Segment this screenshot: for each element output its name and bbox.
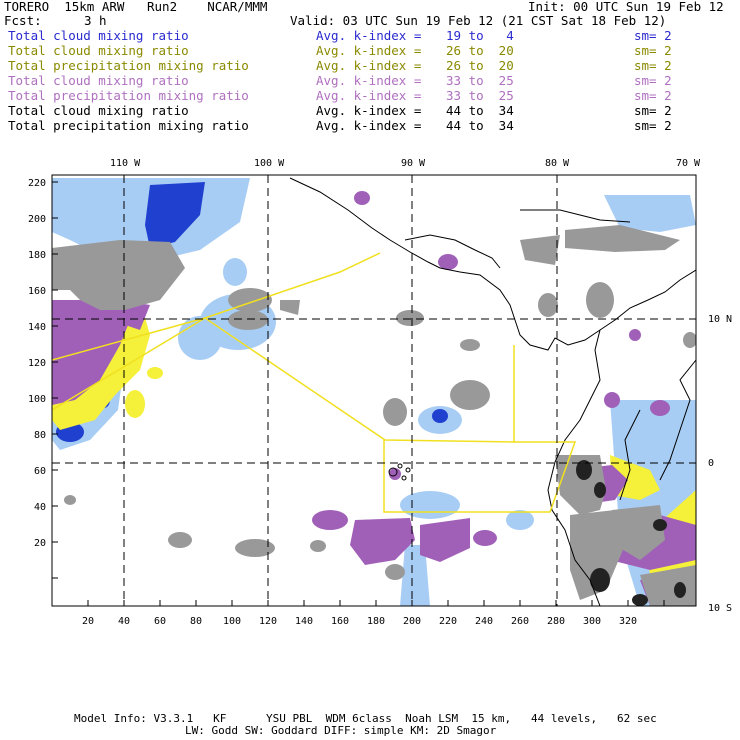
map-fields bbox=[52, 177, 696, 606]
x-tick-label: 320 bbox=[619, 616, 637, 627]
legend-row: Total precipitation mixing ratio Avg. k-… bbox=[0, 119, 740, 133]
forecast-label: Fcst: bbox=[4, 13, 42, 28]
legend-field: Total cloud mixing ratio bbox=[8, 28, 189, 43]
coastline bbox=[289, 177, 696, 606]
legend-sm: sm= 2 bbox=[634, 103, 672, 118]
legend-range: 33 to 25 bbox=[446, 73, 514, 88]
y-tick-label: 160 bbox=[28, 286, 46, 297]
x-tick-label: 180 bbox=[367, 616, 385, 627]
x-tick-label: 220 bbox=[439, 616, 457, 627]
legend-field: Total cloud mixing ratio bbox=[8, 103, 189, 118]
legend-index: Avg. k-index = bbox=[316, 103, 422, 118]
legend-range: 26 to 20 bbox=[446, 43, 514, 58]
header-title: TORERO 15km ARW Run2 NCAR/MMM bbox=[4, 0, 268, 14]
black-core-field bbox=[576, 460, 686, 606]
lat-label: 0 bbox=[708, 458, 714, 469]
lat-label: 10 S bbox=[708, 603, 732, 614]
x-tick-label: 100 bbox=[223, 616, 241, 627]
legend-range: 26 to 20 bbox=[446, 58, 514, 73]
legend-field: Total precipitation mixing ratio bbox=[8, 58, 249, 73]
y-tick-label: 140 bbox=[28, 322, 46, 333]
y-tick-label: 80 bbox=[34, 430, 46, 441]
legend-index: Avg. k-index = bbox=[316, 28, 422, 43]
lon-label: 70 W bbox=[676, 158, 701, 169]
lon-labels: 110 W 100 W 90 W 80 W 70 W bbox=[110, 158, 701, 169]
legend-field: Total cloud mixing ratio bbox=[8, 43, 189, 58]
legend-range: 44 to 34 bbox=[446, 103, 514, 118]
legend-field: Total precipitation mixing ratio bbox=[8, 118, 249, 133]
x-tick-label: 40 bbox=[118, 616, 130, 627]
y-tick-label: 40 bbox=[34, 502, 46, 513]
legend-field: Total cloud mixing ratio bbox=[8, 73, 189, 88]
init-time: Init: 00 UTC Sun 19 Feb 12 bbox=[528, 0, 724, 14]
x-tick-labels: 20 40 60 80 100 120 140 160 180 200 220 … bbox=[82, 616, 637, 627]
legend-row: Total cloud mixing ratio Avg. k-index = … bbox=[0, 74, 740, 88]
galapagos-islands bbox=[388, 463, 411, 481]
y-tick-labels: 220 200 180 160 140 120 100 80 60 40 20 bbox=[28, 178, 46, 549]
legend-sm: sm= 2 bbox=[634, 28, 672, 43]
legend-row: Total cloud mixing ratio Avg. k-index = … bbox=[0, 104, 740, 118]
x-tick-label: 120 bbox=[259, 616, 277, 627]
legend-index: Avg. k-index = bbox=[316, 88, 422, 103]
lon-label: 90 W bbox=[401, 158, 426, 169]
legend-index: Avg. k-index = bbox=[316, 73, 422, 88]
lon-label: 80 W bbox=[545, 158, 570, 169]
x-tick-label: 60 bbox=[154, 616, 166, 627]
x-tick-label: 240 bbox=[475, 616, 493, 627]
x-tick-label: 20 bbox=[82, 616, 94, 627]
y-tick-label: 60 bbox=[34, 466, 46, 477]
lat-label: 10 N bbox=[708, 314, 732, 325]
legend-index: Avg. k-index = bbox=[316, 118, 422, 133]
y-tick-label: 100 bbox=[28, 394, 46, 405]
legend-row: Total precipitation mixing ratio Avg. k-… bbox=[0, 59, 740, 73]
y-tick-label: 20 bbox=[34, 538, 46, 549]
x-tick-label: 300 bbox=[583, 616, 601, 627]
legend-sm: sm= 2 bbox=[634, 43, 672, 58]
legend-sm: sm= 2 bbox=[634, 88, 672, 103]
x-tick-label: 160 bbox=[331, 616, 349, 627]
map-frame bbox=[51, 174, 697, 607]
x-tick-label: 260 bbox=[511, 616, 529, 627]
x-tick-label: 140 bbox=[295, 616, 313, 627]
legend-range: 33 to 25 bbox=[446, 88, 514, 103]
legend-row: Total precipitation mixing ratio Avg. k-… bbox=[0, 89, 740, 103]
tick-marks bbox=[52, 181, 665, 606]
legend-field: Total precipitation mixing ratio bbox=[8, 88, 249, 103]
x-tick-label: 80 bbox=[190, 616, 202, 627]
footer-physics-info: LW: Godd SW: Goddard DIFF: simple KM: 2D… bbox=[185, 724, 497, 737]
forecast-value: 3 h bbox=[84, 13, 107, 28]
legend-index: Avg. k-index = bbox=[316, 58, 422, 73]
graticule bbox=[52, 175, 696, 606]
lon-label: 100 W bbox=[254, 158, 285, 169]
lon-label: 110 W bbox=[110, 158, 141, 169]
legend-range: 19 to 4 bbox=[446, 28, 514, 43]
legend-row: Total cloud mixing ratio Avg. k-index = … bbox=[0, 29, 740, 43]
gray-field bbox=[52, 225, 696, 606]
y-tick-label: 180 bbox=[28, 250, 46, 261]
x-tick-label: 280 bbox=[547, 616, 565, 627]
legend-sm: sm= 2 bbox=[634, 58, 672, 73]
legend-index: Avg. k-index = bbox=[316, 43, 422, 58]
legend-sm: sm= 2 bbox=[634, 73, 672, 88]
valid-time: Valid: 03 UTC Sun 19 Feb 12 (21 CST Sat … bbox=[290, 13, 667, 28]
lat-labels: 10 N 0 10 S bbox=[708, 314, 732, 614]
domain-boundary bbox=[52, 252, 577, 513]
y-tick-label: 120 bbox=[28, 358, 46, 369]
x-tick-label: 200 bbox=[403, 616, 421, 627]
footer-model-info: Model Info: V3.3.1 KF YSU PBL WDM 6class… bbox=[74, 712, 657, 725]
legend-range: 44 to 34 bbox=[446, 118, 514, 133]
y-tick-label: 200 bbox=[28, 214, 46, 225]
legend-sm: sm= 2 bbox=[634, 118, 672, 133]
y-tick-label: 220 bbox=[28, 178, 46, 189]
legend-row: Total cloud mixing ratio Avg. k-index = … bbox=[0, 44, 740, 58]
